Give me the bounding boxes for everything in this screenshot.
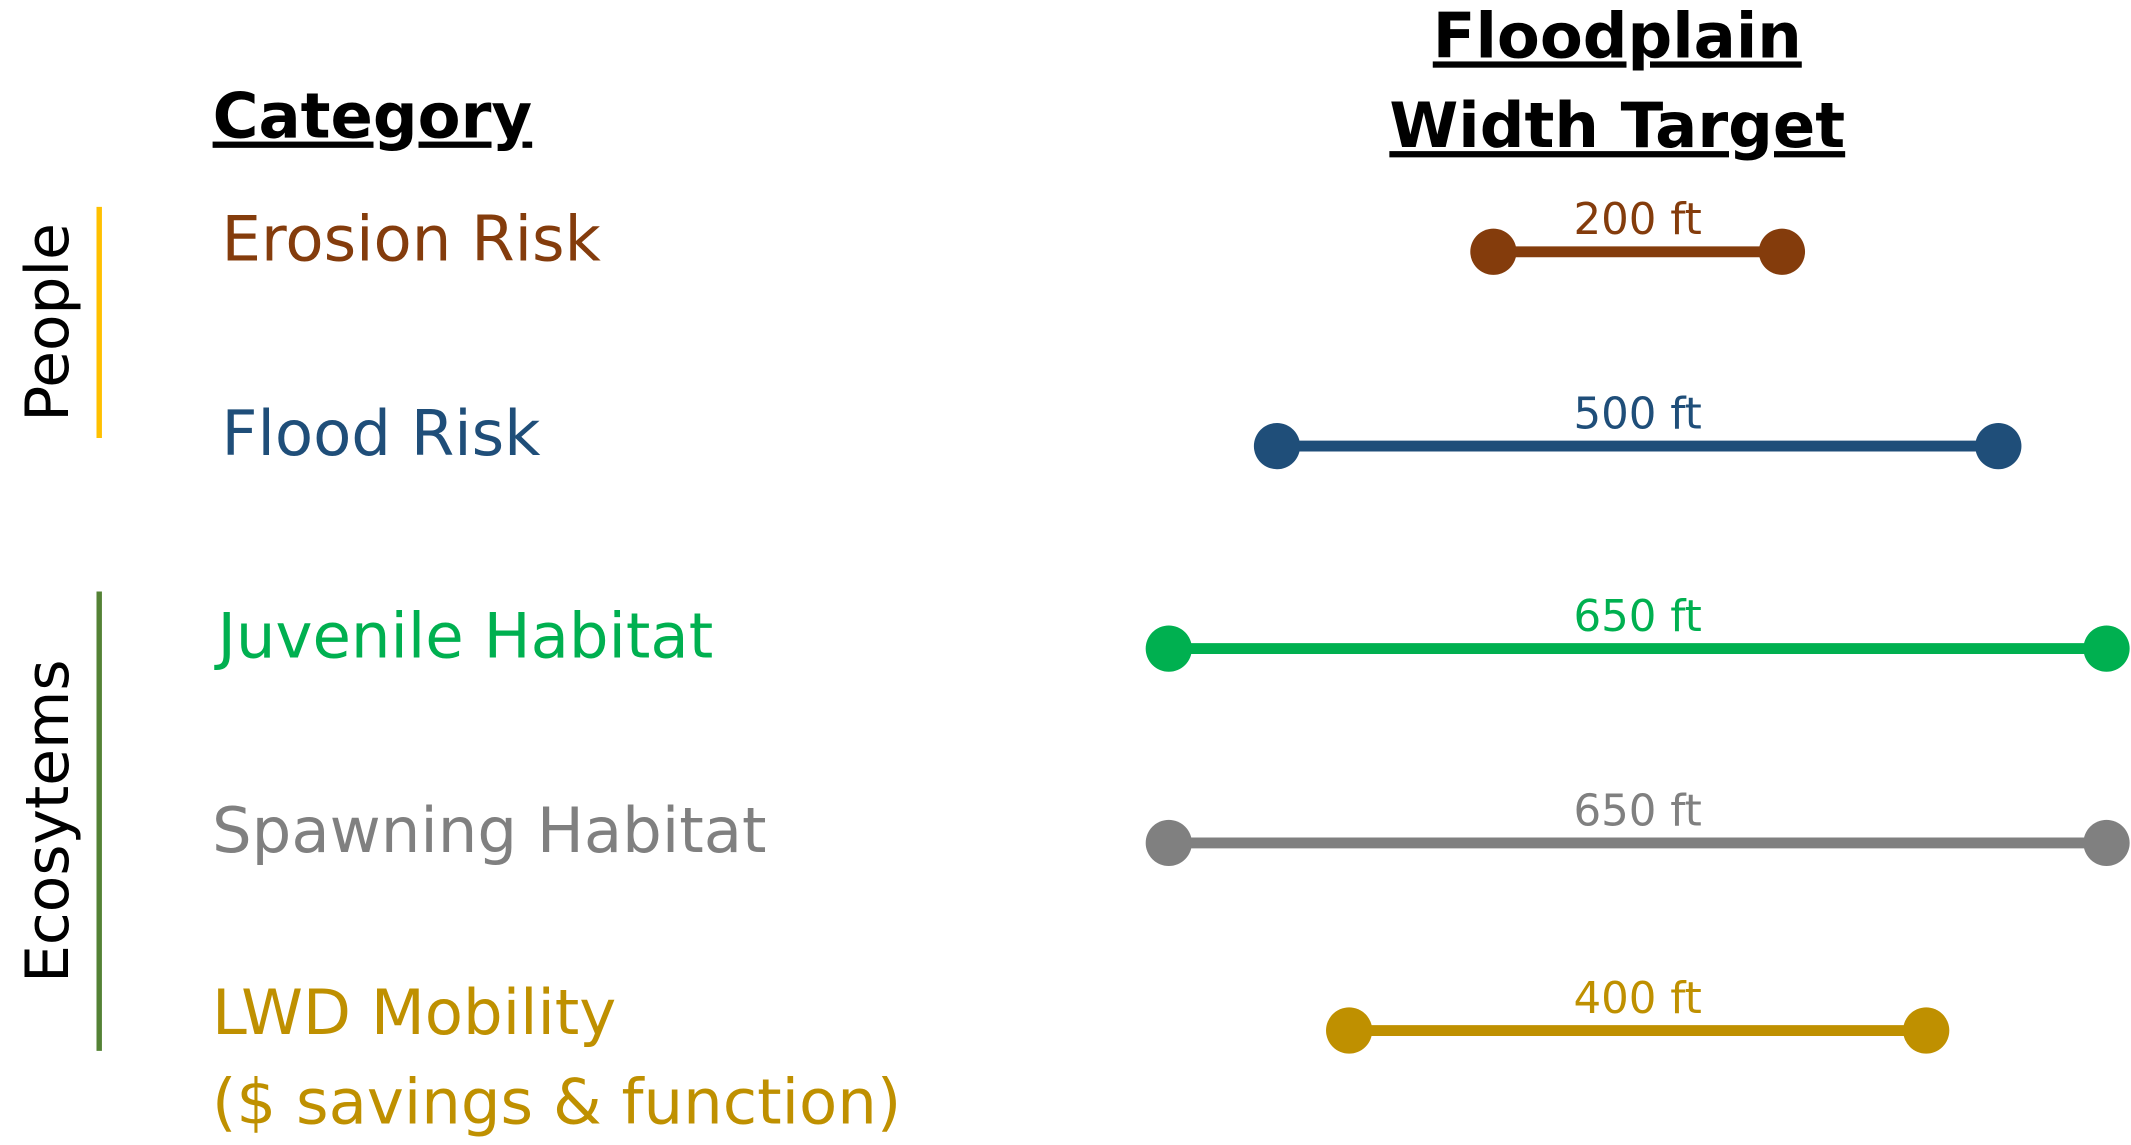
category-header: Category [213, 80, 533, 153]
value-label: 650 ft [1573, 786, 1701, 836]
range-end [1903, 1007, 1950, 1054]
category-label: LWD Mobility [212, 976, 616, 1049]
range-end [1253, 423, 1301, 470]
range-end [2083, 819, 2130, 867]
group-label: People [14, 223, 83, 422]
value-label: 400 ft [1573, 974, 1701, 1024]
category-label: Spawning Habitat [212, 794, 767, 867]
value-header: Width Target [1389, 89, 1845, 162]
value-header: Floodplain [1433, 0, 1802, 72]
category-label: Juvenile Habitat [213, 600, 713, 673]
category-label: ($ savings & function) [212, 1066, 901, 1139]
value-label: 200 ft [1573, 195, 1701, 245]
range-end [1326, 1007, 1373, 1054]
group-label: Ecosytems [14, 660, 83, 983]
range-end [1145, 819, 1192, 867]
range-end [1975, 423, 2022, 470]
range-end [1758, 228, 1806, 275]
range-end [1145, 625, 1192, 672]
category-label: Erosion Risk [222, 203, 602, 276]
range-end [2083, 625, 2130, 672]
value-label: 650 ft [1573, 592, 1701, 642]
range-end [1470, 228, 1517, 275]
value-label: 500 ft [1573, 389, 1701, 439]
category-label: Flood Risk [222, 397, 542, 470]
